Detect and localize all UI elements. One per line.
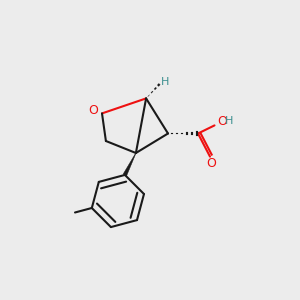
Text: O: O: [88, 104, 98, 118]
Polygon shape: [176, 133, 178, 134]
Polygon shape: [170, 133, 173, 134]
Polygon shape: [157, 83, 160, 86]
Polygon shape: [148, 95, 149, 97]
Text: H: H: [161, 77, 169, 88]
Polygon shape: [154, 87, 157, 90]
Text: H: H: [225, 116, 234, 126]
Polygon shape: [123, 153, 136, 176]
Polygon shape: [190, 132, 193, 135]
Polygon shape: [185, 132, 188, 135]
Text: O: O: [218, 115, 227, 128]
Polygon shape: [151, 91, 153, 93]
Polygon shape: [181, 133, 183, 134]
Text: O: O: [207, 157, 216, 170]
Polygon shape: [196, 131, 198, 136]
